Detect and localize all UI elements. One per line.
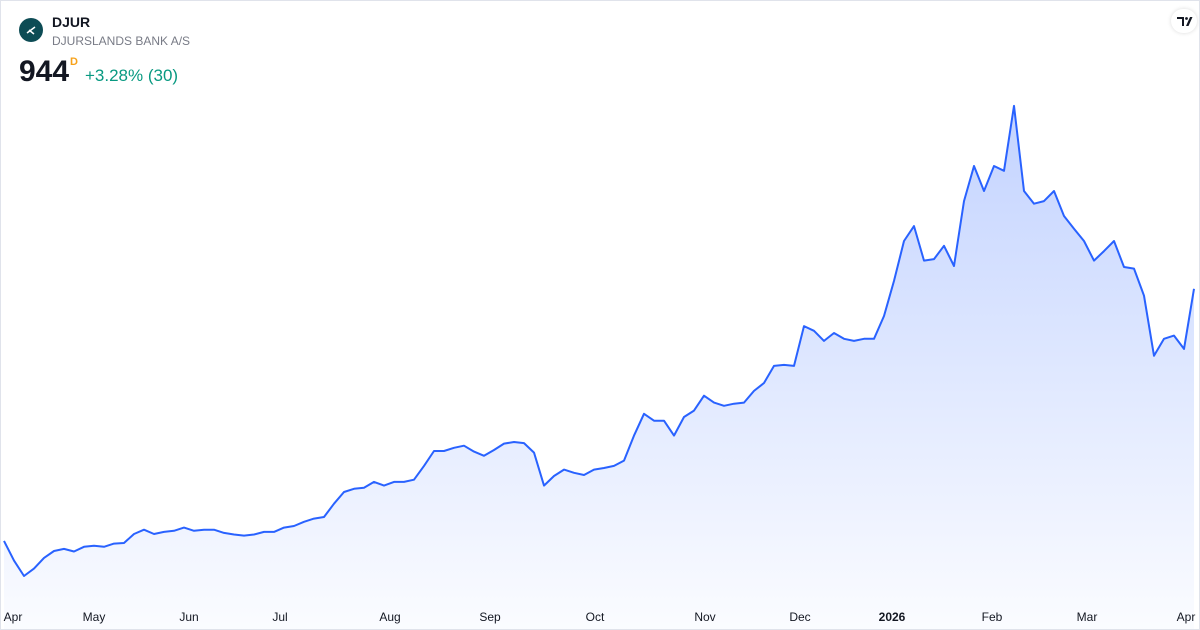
- x-tick-label: May: [83, 610, 106, 624]
- logo: [19, 18, 43, 42]
- company-name: DJURSLANDS BANK A/S: [52, 34, 191, 48]
- x-tick-label: Apr: [4, 610, 23, 624]
- x-tick-label: Jun: [179, 610, 198, 624]
- x-tick-label: Nov: [694, 610, 715, 624]
- x-tick-label: Jul: [272, 610, 287, 624]
- interval: D: [70, 56, 78, 68]
- symbol[interactable]: DJUR: [52, 14, 91, 30]
- x-tick-label: Apr: [1177, 610, 1196, 624]
- x-tick-label: Dec: [789, 610, 810, 624]
- x-tick-label: Mar: [1077, 610, 1098, 624]
- price: 944: [19, 55, 70, 88]
- x-tick-label: 2026: [879, 610, 906, 624]
- change: +3.28% (30): [85, 66, 179, 85]
- price-line: [3, 104, 1195, 577]
- x-tick-label: Sep: [479, 610, 501, 624]
- brand-logo[interactable]: [1171, 9, 1197, 33]
- area-fill: [4, 105, 1194, 629]
- x-tick-label: Feb: [982, 610, 1003, 624]
- x-tick-label: Oct: [586, 610, 605, 624]
- x-tick-label: Aug: [379, 610, 400, 624]
